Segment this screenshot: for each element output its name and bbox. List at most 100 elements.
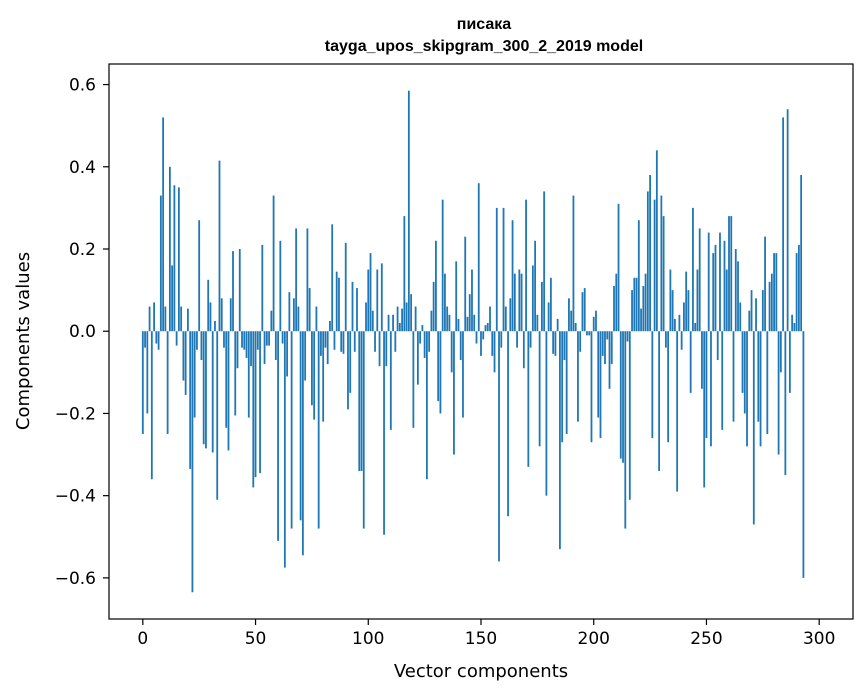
bar-26: [200, 331, 203, 360]
bar-166: [516, 331, 518, 348]
bar-96: [358, 331, 361, 471]
bar-116: [403, 216, 406, 332]
bar-223: [644, 273, 647, 332]
bar-211: [617, 203, 620, 332]
bar-279: [770, 273, 773, 332]
bar-280: [773, 253, 775, 332]
bar-45: [243, 331, 246, 350]
bar-14: [173, 185, 176, 332]
bar-141: [459, 331, 462, 360]
bar-136: [448, 314, 451, 332]
bar-182: [552, 331, 555, 354]
bar-121: [414, 306, 417, 332]
bar-171: [527, 331, 530, 467]
bar-7: [157, 331, 160, 350]
bar-256: [719, 232, 721, 332]
bar-168: [520, 273, 523, 332]
bar-143: [464, 236, 467, 332]
bar-115: [401, 308, 403, 332]
bar-95: [356, 288, 358, 332]
bar-51: [256, 331, 259, 350]
bar-61: [279, 240, 282, 332]
bar-229: [658, 331, 661, 471]
bar-32: [214, 320, 216, 332]
y-tick-label: 0.6: [69, 76, 96, 96]
x-axis-ticks: 0 50 100 150 200 250 300: [137, 619, 835, 649]
bar-47: [247, 331, 250, 418]
bar-275: [761, 290, 764, 332]
bar-5: [153, 302, 155, 332]
bar-36: [223, 331, 225, 348]
bar-281: [775, 253, 778, 332]
bar-250: [705, 331, 708, 439]
bar-87: [338, 277, 340, 332]
bar-207: [608, 331, 611, 389]
bar-11: [166, 331, 169, 434]
bar-164: [511, 220, 514, 332]
bar-255: [716, 331, 719, 360]
bar-146: [471, 269, 473, 332]
bar-22: [191, 331, 194, 593]
bar-63: [283, 331, 286, 568]
bar-193: [577, 331, 579, 422]
x-tick-label: 100: [352, 629, 384, 649]
bar-238: [678, 314, 681, 332]
bar-165: [513, 273, 516, 332]
bar-27: [202, 331, 205, 445]
bar-160: [502, 207, 505, 332]
bar-53: [261, 244, 264, 332]
bar-82: [326, 331, 329, 365]
bar-235: [671, 290, 674, 332]
bar-245: [694, 323, 697, 332]
bar-94: [353, 331, 356, 352]
bar-126: [425, 331, 428, 480]
bar-81: [324, 331, 327, 348]
bar-175: [536, 314, 539, 332]
bar-60: [277, 331, 279, 541]
bar-180: [547, 302, 550, 332]
bar-88: [340, 331, 343, 352]
bar-200: [592, 316, 595, 332]
bar-33: [216, 331, 219, 500]
bar-128: [430, 310, 433, 332]
bar-224: [646, 191, 649, 332]
bar-145: [468, 294, 471, 332]
bar-206: [606, 331, 609, 340]
bar-179: [545, 331, 548, 496]
bar-131: [437, 331, 440, 402]
bar-84: [331, 224, 334, 332]
bar-139: [455, 261, 458, 332]
bar-110: [389, 331, 392, 430]
bar-225: [649, 175, 651, 332]
bar-130: [435, 240, 437, 332]
bar-277: [766, 331, 769, 434]
bar-132: [439, 331, 442, 414]
bar-242: [687, 290, 690, 332]
plot-area-frame: [108, 63, 854, 620]
bar-151: [482, 331, 485, 340]
bar-169: [522, 331, 525, 369]
bar-202: [597, 331, 600, 418]
bar-83: [329, 320, 331, 332]
bar-62: [281, 331, 284, 344]
bar-55: [265, 331, 268, 346]
bar-254: [714, 244, 717, 332]
bar-209: [613, 286, 615, 332]
bar-48: [250, 331, 252, 367]
bar-289: [793, 323, 796, 332]
bar-267: [743, 331, 746, 414]
bar-204: [601, 331, 604, 356]
bar-185: [559, 331, 561, 550]
bar-150: [480, 331, 482, 356]
bar-194: [579, 331, 582, 352]
bar-39: [229, 298, 232, 332]
bar-176: [538, 331, 541, 447]
bar-44: [241, 331, 243, 348]
bar-135: [446, 306, 449, 332]
bar-273: [757, 331, 760, 422]
bar-2: [146, 331, 149, 414]
bar-0: [141, 331, 144, 434]
bar-283: [779, 331, 782, 373]
bar-184: [556, 318, 559, 332]
